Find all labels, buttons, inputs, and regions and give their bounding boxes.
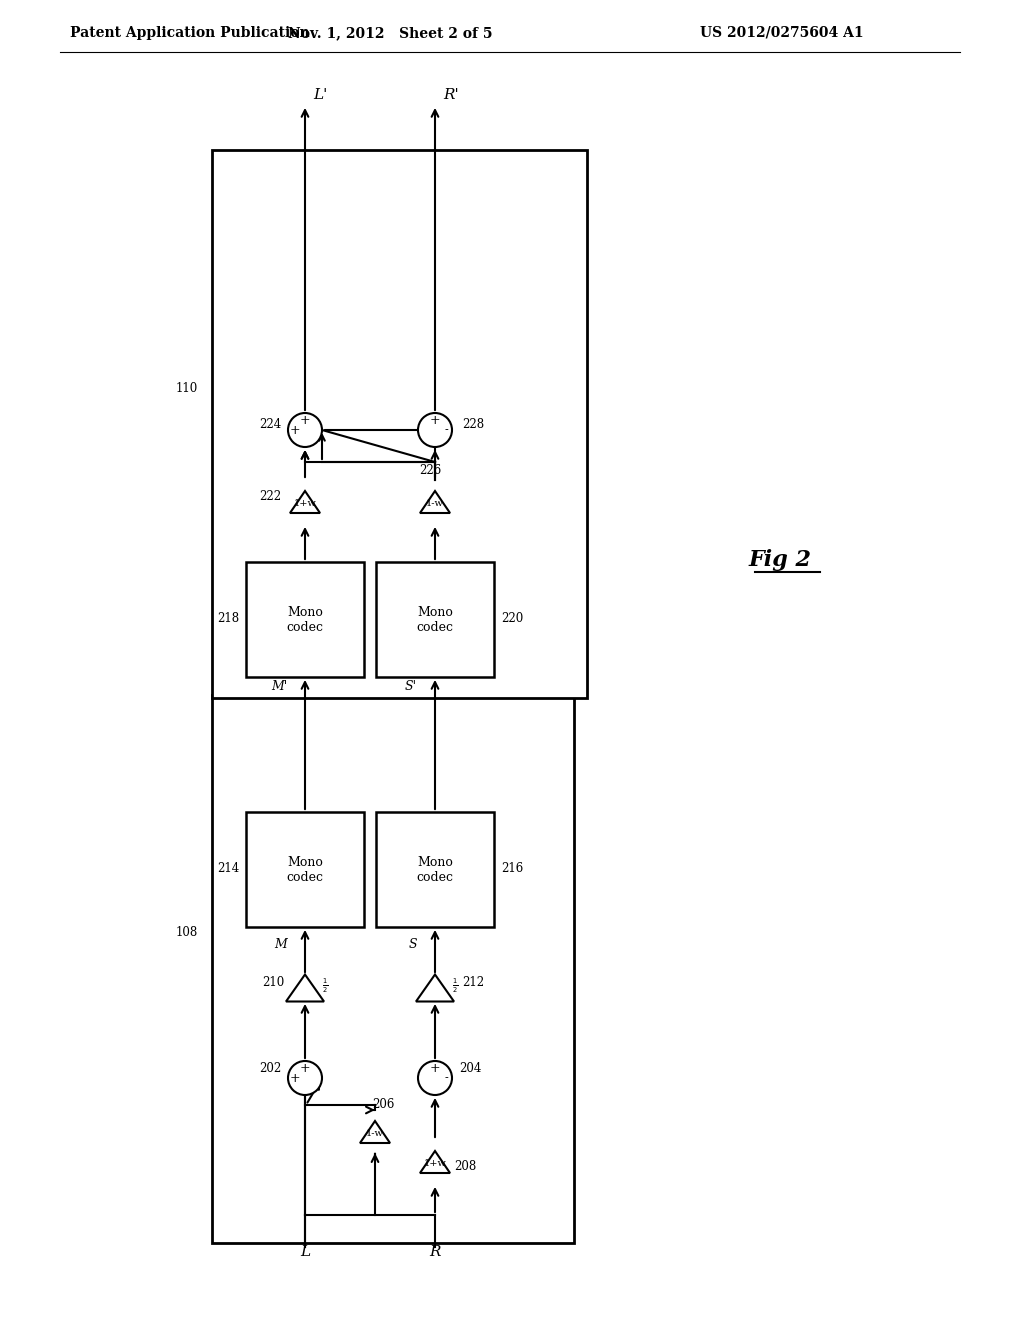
FancyBboxPatch shape	[376, 562, 494, 677]
Text: 1-w: 1-w	[366, 1130, 384, 1138]
Text: 222: 222	[259, 491, 281, 503]
Circle shape	[418, 413, 452, 447]
Text: M': M'	[271, 681, 287, 693]
Polygon shape	[290, 491, 319, 513]
Text: Nov. 1, 2012   Sheet 2 of 5: Nov. 1, 2012 Sheet 2 of 5	[288, 26, 493, 40]
Text: 1-w: 1-w	[426, 499, 444, 508]
Text: Patent Application Publication: Patent Application Publication	[70, 26, 309, 40]
Text: Mono
codec: Mono codec	[417, 606, 454, 634]
Text: -: -	[444, 1073, 447, 1082]
Text: 226: 226	[419, 463, 441, 477]
Text: S: S	[409, 939, 417, 952]
Text: 1+w: 1+w	[424, 1159, 446, 1168]
Text: $\frac{1}{2}$: $\frac{1}{2}$	[452, 977, 458, 995]
Text: L': L'	[313, 88, 328, 102]
Text: +: +	[300, 414, 310, 428]
Text: R': R'	[443, 88, 459, 102]
Text: 1+w: 1+w	[294, 499, 316, 508]
Text: 208: 208	[454, 1160, 476, 1173]
Text: M: M	[274, 939, 287, 952]
Text: R: R	[429, 1245, 440, 1259]
Text: +: +	[430, 414, 440, 428]
Text: +: +	[290, 1072, 300, 1085]
Text: 202: 202	[259, 1061, 282, 1074]
FancyBboxPatch shape	[212, 696, 574, 1243]
Text: S': S'	[406, 681, 417, 693]
Text: 218: 218	[217, 612, 239, 626]
Text: +: +	[300, 1063, 310, 1076]
Text: 206: 206	[372, 1097, 394, 1110]
FancyBboxPatch shape	[246, 562, 364, 677]
Text: 204: 204	[459, 1061, 481, 1074]
Polygon shape	[416, 974, 454, 1002]
Text: Mono
codec: Mono codec	[287, 606, 324, 634]
Polygon shape	[420, 1151, 450, 1173]
FancyBboxPatch shape	[212, 150, 587, 698]
Text: Mono
codec: Mono codec	[287, 855, 324, 884]
Text: Fig 2: Fig 2	[749, 549, 811, 572]
Text: 216: 216	[501, 862, 523, 875]
Text: 220: 220	[501, 612, 523, 626]
FancyBboxPatch shape	[376, 812, 494, 927]
Text: +: +	[290, 424, 300, 437]
Circle shape	[288, 413, 322, 447]
Polygon shape	[420, 491, 450, 513]
Circle shape	[288, 1061, 322, 1096]
Text: US 2012/0275604 A1: US 2012/0275604 A1	[700, 26, 863, 40]
Circle shape	[418, 1061, 452, 1096]
Text: 110: 110	[176, 381, 198, 395]
Text: 210: 210	[262, 977, 284, 990]
Polygon shape	[360, 1121, 390, 1143]
Text: 228: 228	[462, 418, 484, 432]
Text: -: -	[444, 425, 447, 436]
Text: 212: 212	[462, 977, 484, 990]
Text: L: L	[300, 1245, 310, 1259]
Text: 108: 108	[176, 927, 198, 940]
Text: 214: 214	[217, 862, 240, 875]
Text: Mono
codec: Mono codec	[417, 855, 454, 884]
Text: $\frac{1}{2}$: $\frac{1}{2}$	[322, 977, 328, 995]
Text: +: +	[430, 1063, 440, 1076]
Polygon shape	[286, 974, 324, 1002]
FancyBboxPatch shape	[246, 812, 364, 927]
Text: 224: 224	[259, 418, 282, 432]
